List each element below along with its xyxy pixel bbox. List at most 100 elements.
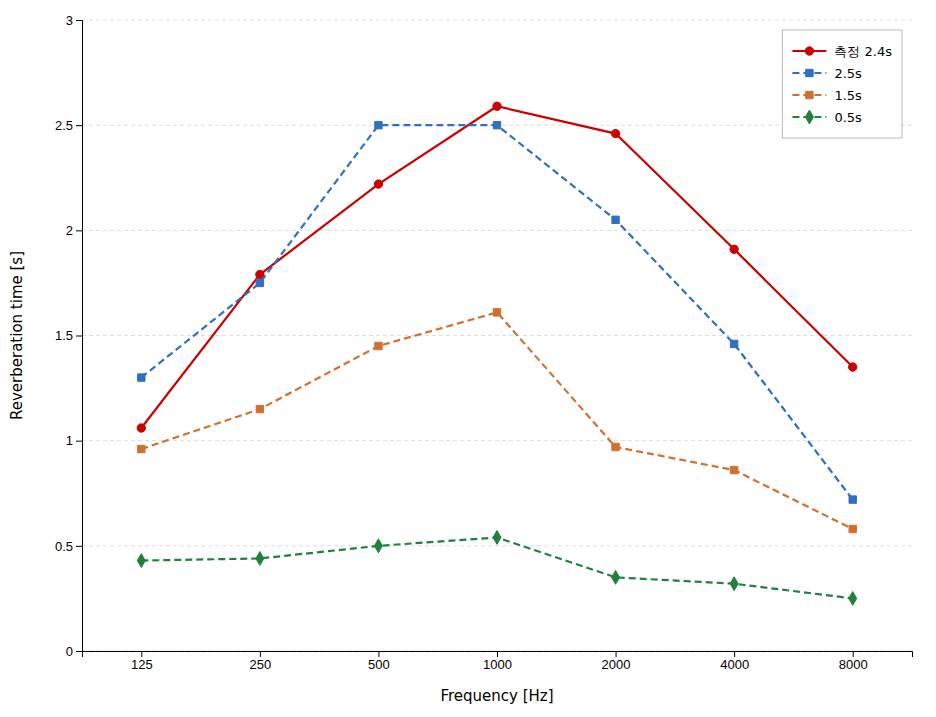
y-tick: 3 bbox=[66, 13, 82, 28]
point bbox=[493, 531, 501, 545]
y-tick-mark bbox=[76, 20, 82, 21]
legend-item: 1.5s bbox=[792, 88, 862, 103]
x-tick-mark bbox=[378, 651, 379, 657]
point bbox=[611, 129, 619, 137]
x-tick: 8000 bbox=[839, 651, 868, 672]
x-tick-mark bbox=[734, 651, 735, 657]
legend-symbol bbox=[805, 47, 813, 55]
chart: 125 250 500 1000 2000 4000 8000 0 0.5 1 1.5 2 2.5 3 Fr… bbox=[0, 0, 936, 717]
point bbox=[849, 592, 857, 606]
x-tick-mark bbox=[616, 651, 617, 657]
grid-line bbox=[82, 545, 912, 546]
y-tick: 1 bbox=[66, 433, 82, 448]
y-tick-label: 1 bbox=[66, 433, 73, 448]
x-tick-mark bbox=[497, 651, 498, 657]
point bbox=[730, 466, 737, 473]
x-tick-mark bbox=[141, 651, 142, 657]
x-tick: 500 bbox=[368, 651, 390, 672]
y-tick-mark bbox=[76, 125, 82, 126]
y-tick: 0.5 bbox=[55, 538, 82, 553]
legend-item: 2.5s bbox=[792, 66, 862, 81]
point bbox=[612, 570, 620, 584]
legend-label: 0.5s bbox=[834, 110, 862, 125]
y-tick-label: 2.5 bbox=[55, 118, 73, 133]
y-tick-mark bbox=[76, 441, 82, 442]
y-tick: 2 bbox=[66, 223, 82, 238]
point bbox=[612, 443, 619, 450]
point bbox=[730, 245, 738, 253]
series bbox=[138, 309, 857, 533]
point bbox=[612, 216, 619, 223]
plot: 125 250 500 1000 2000 4000 8000 0 0.5 1 1.5 2 2.5 3 bbox=[55, 13, 913, 673]
series bbox=[138, 121, 857, 503]
y-tick: 1.5 bbox=[55, 328, 82, 343]
legend-symbol bbox=[806, 69, 813, 76]
y-tick-label: 1.5 bbox=[55, 328, 73, 343]
marks bbox=[137, 102, 857, 605]
x-tick: 4000 bbox=[720, 651, 749, 672]
legend-label: 1.5s bbox=[834, 88, 862, 103]
line bbox=[141, 537, 852, 598]
x-tick-label: 1000 bbox=[483, 657, 512, 672]
y-tick: 0 bbox=[66, 644, 82, 659]
point bbox=[374, 180, 382, 188]
point bbox=[137, 554, 145, 568]
point bbox=[849, 525, 856, 532]
y-tick-label: 0 bbox=[66, 644, 73, 659]
grid-line bbox=[82, 335, 912, 336]
point bbox=[730, 577, 738, 591]
x-tick-label: 2000 bbox=[602, 657, 631, 672]
point bbox=[374, 539, 382, 553]
legend-symbol bbox=[806, 91, 813, 98]
point bbox=[256, 405, 263, 412]
legend-box bbox=[782, 30, 902, 138]
x-axis-title: Frequency [Hz] bbox=[440, 687, 553, 705]
x-axis: 125 250 500 1000 2000 4000 8000 bbox=[83, 651, 913, 672]
point bbox=[375, 121, 382, 128]
point bbox=[138, 374, 145, 381]
point bbox=[137, 424, 145, 432]
series bbox=[137, 102, 857, 432]
legend-label: 2.5s bbox=[834, 66, 862, 81]
y-tick-mark bbox=[76, 336, 82, 337]
x-tick-label: 500 bbox=[368, 657, 390, 672]
legend-label: 측정 2.4s bbox=[834, 44, 892, 59]
grid-line bbox=[82, 440, 912, 441]
grid-line bbox=[82, 230, 912, 231]
x-tick-label: 4000 bbox=[720, 657, 749, 672]
x-tick-label: 250 bbox=[250, 657, 272, 672]
x-tick-label: 125 bbox=[131, 657, 153, 672]
line bbox=[141, 125, 852, 499]
legend-item: 측정 2.4s bbox=[792, 44, 892, 59]
point bbox=[256, 279, 263, 286]
legend-symbol bbox=[805, 110, 813, 124]
y-tick-label: 3 bbox=[66, 13, 73, 28]
point bbox=[493, 309, 500, 316]
x-tick-mark bbox=[853, 651, 854, 657]
y-axis-line bbox=[76, 21, 83, 652]
point bbox=[138, 445, 145, 452]
point bbox=[375, 342, 382, 349]
series bbox=[137, 531, 856, 606]
grid-line bbox=[82, 20, 912, 21]
legend: 측정 2.4s 2.5s 1.5s 0.5s bbox=[782, 30, 902, 138]
legend-item: 0.5s bbox=[792, 110, 862, 125]
point bbox=[493, 121, 500, 128]
x-tick: 250 bbox=[250, 651, 272, 672]
y-tick-mark bbox=[76, 651, 82, 652]
grid bbox=[82, 20, 912, 651]
y-tick-mark bbox=[76, 546, 82, 547]
y-tick-label: 0.5 bbox=[55, 538, 73, 553]
x-axis-line bbox=[83, 652, 913, 658]
line bbox=[141, 312, 852, 529]
y-tick: 2.5 bbox=[55, 118, 82, 133]
y-tick-mark bbox=[76, 230, 82, 231]
y-tick-label: 2 bbox=[66, 223, 73, 238]
line bbox=[141, 106, 852, 428]
x-tick-label: 8000 bbox=[839, 657, 868, 672]
point bbox=[256, 552, 264, 566]
point bbox=[493, 102, 501, 110]
x-tick-mark bbox=[260, 651, 261, 657]
point bbox=[849, 363, 857, 371]
point bbox=[730, 340, 737, 347]
